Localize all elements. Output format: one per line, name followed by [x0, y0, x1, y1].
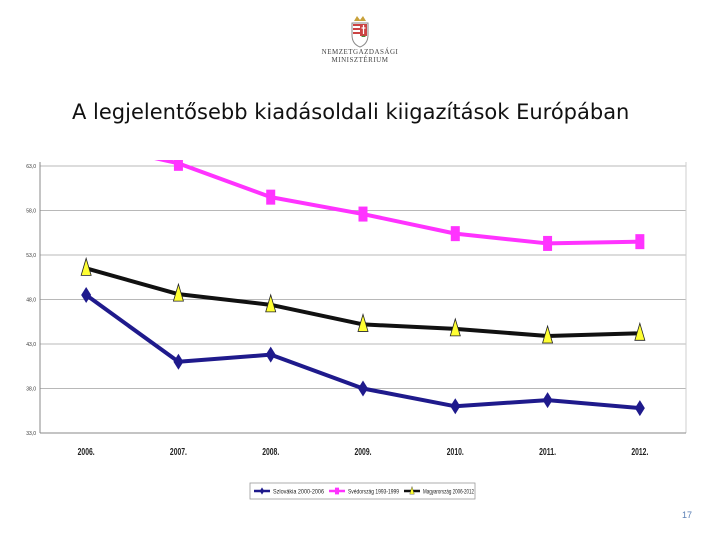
data-point — [173, 155, 183, 171]
data-point — [634, 321, 646, 341]
x-axis-ticks: 2006. 2007. 2008. 2009. 2010. 2011. 2012. — [78, 447, 649, 458]
series-square — [81, 135, 645, 251]
data-point — [173, 353, 184, 370]
legend-box — [249, 482, 476, 500]
x-tick-label: 2010. — [447, 447, 464, 458]
logo-text-line1: NEMZETGAZDASÁGI — [321, 48, 399, 56]
legend-label: Svédország 1993-1999 — [348, 489, 399, 496]
data-point — [80, 256, 92, 276]
legend-marker — [409, 485, 415, 495]
data-point — [172, 282, 184, 302]
x-tick-label: 2012. — [631, 447, 648, 458]
chart-grid — [39, 162, 687, 434]
series-triangle — [80, 256, 646, 344]
series-diamond — [81, 287, 645, 417]
data-point — [334, 487, 340, 495]
series-line — [85, 140, 640, 246]
legend-marker — [259, 487, 265, 495]
data-point — [265, 293, 277, 313]
chart-legend: Szlovákia 2000-2006 Svédország 1993-1999 M… — [249, 482, 476, 500]
x-tick-label: 2006. — [78, 447, 95, 458]
chart-series — [80, 135, 646, 417]
y-tick-label: 38,0 — [26, 387, 36, 393]
page-number: 17 — [681, 510, 692, 520]
x-tick-label: 2009. — [355, 447, 372, 458]
data-point — [450, 398, 461, 415]
logo-text-line2: MINISZTÉRIUM — [331, 56, 389, 64]
data-point — [542, 324, 554, 344]
legend-label: Szlovákia 2000-2006 — [273, 489, 324, 496]
x-tick-label: 2007. — [170, 447, 187, 458]
line-chart: 33,0 38,0 43,0 48,0 53,0 58,0 63,0 2006. 2007. 2… — [22, 135, 702, 510]
data-point — [634, 400, 645, 417]
y-axis-ticks: 33,0 38,0 43,0 48,0 53,0 58,0 63,0 — [26, 164, 36, 437]
data-point — [542, 392, 553, 409]
data-point — [81, 287, 92, 304]
coat-of-arms-icon — [351, 16, 369, 48]
data-point — [543, 235, 553, 251]
data-point — [450, 226, 460, 242]
page-title: A legjelentősebb kiadásoldali kiigazítás… — [72, 100, 630, 124]
data-point — [357, 313, 369, 332]
chart-svg: 33,038,043,048,053,058,063,0 2006. 2007. 2… — [26, 135, 687, 500]
legend-marker — [334, 487, 340, 495]
y-tick-label: 63,0 — [26, 164, 36, 170]
data-point — [358, 380, 368, 397]
data-point — [635, 234, 645, 250]
data-point — [449, 317, 461, 337]
data-point — [266, 189, 276, 205]
ministry-logo: NEMZETGAZDASÁGI MINISZTÉRIUM — [300, 14, 420, 84]
data-point — [259, 487, 265, 495]
y-tick-label: 43,0 — [26, 342, 36, 348]
legend-label: Magyarország 2006-2012 — [423, 489, 474, 496]
x-tick-label: 2011. — [539, 447, 556, 458]
y-tick-label: 53,0 — [26, 253, 36, 259]
data-point — [358, 206, 368, 222]
x-tick-label: 2008. — [262, 447, 279, 458]
data-point — [409, 485, 415, 495]
y-tick-label: 48,0 — [26, 298, 36, 304]
y-tick-label: 33,0 — [26, 431, 36, 437]
data-point — [265, 346, 276, 363]
y-tick-label: 58,0 — [26, 209, 36, 215]
